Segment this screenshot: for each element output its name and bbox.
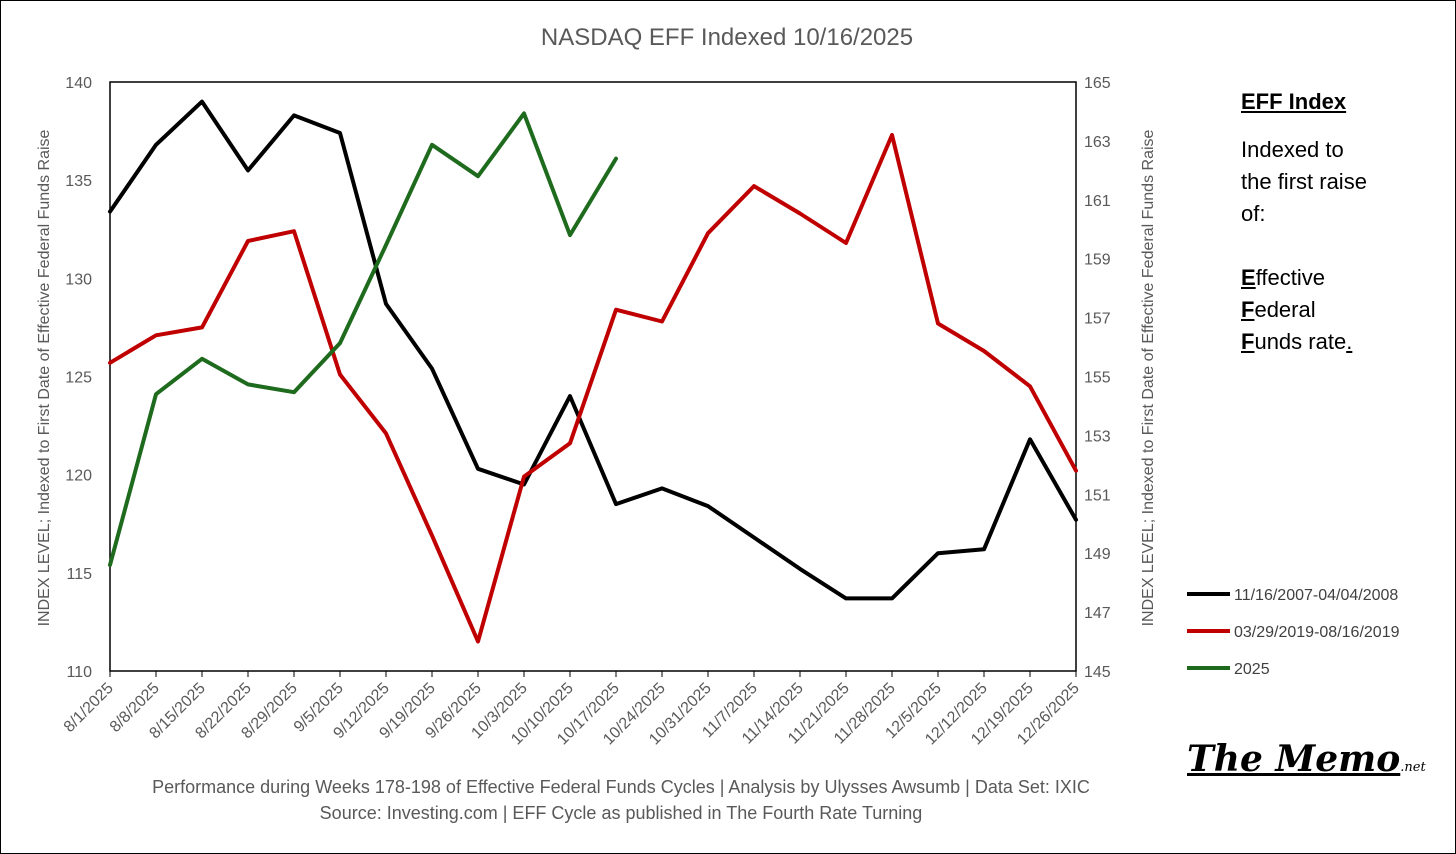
right-tick-label: 145 bbox=[1084, 664, 1111, 681]
left-tick-label: 130 bbox=[65, 271, 92, 288]
brand-suffix: .net bbox=[1400, 760, 1426, 775]
side-note-line-2: the first raise bbox=[1241, 169, 1367, 194]
side-note-heading: EFF Index bbox=[1241, 89, 1347, 114]
right-tick-label: 151 bbox=[1084, 487, 1111, 504]
right-tick-label: 163 bbox=[1084, 134, 1111, 151]
left-axis-ticks: 110 115 120 125 130 135 140 bbox=[65, 75, 92, 681]
right-tick-label: 149 bbox=[1084, 546, 1111, 563]
side-note-line-1: Indexed to bbox=[1241, 137, 1344, 162]
right-axis-ticks: 145 147 149 151 153 155 157 159 161 163 165 bbox=[1084, 75, 1111, 681]
legend-label: 11/16/2007-04/04/2008 bbox=[1234, 587, 1398, 604]
legend-label: 03/29/2019-08/16/2019 bbox=[1234, 624, 1400, 641]
left-tick-label: 120 bbox=[65, 468, 92, 485]
left-tick-label: 125 bbox=[65, 370, 92, 387]
brand-logo: The Memo.net bbox=[1187, 738, 1426, 780]
right-tick-label: 155 bbox=[1084, 370, 1111, 387]
legend-label: 2025 bbox=[1234, 661, 1270, 678]
series-line-3 bbox=[108, 111, 618, 567]
x-tick-label: 8/1/2025 bbox=[61, 680, 117, 736]
x-axis-ticks: 8/1/20258/8/20258/15/20258/22/20258/29/2… bbox=[61, 671, 1083, 748]
right-tick-label: 165 bbox=[1084, 75, 1111, 92]
footer-line-1: Performance during Weeks 178-198 of Effe… bbox=[152, 777, 1090, 797]
right-tick-label: 147 bbox=[1084, 605, 1111, 622]
side-note-funds: Funds rate. bbox=[1241, 329, 1353, 354]
left-tick-label: 135 bbox=[65, 173, 92, 190]
plot-area bbox=[109, 81, 1077, 672]
side-note-federal: Federal bbox=[1241, 297, 1316, 322]
side-note-effective: Effective bbox=[1241, 265, 1325, 290]
side-note-line-3: of: bbox=[1241, 201, 1266, 226]
right-axis-title: INDEX LEVEL; Indexed to First Date of Ef… bbox=[1140, 129, 1157, 626]
right-tick-label: 157 bbox=[1084, 311, 1111, 328]
right-tick-label: 153 bbox=[1084, 428, 1111, 445]
right-tick-label: 159 bbox=[1084, 252, 1111, 269]
series-line-2 bbox=[108, 133, 1078, 644]
right-tick-label: 161 bbox=[1084, 193, 1111, 210]
side-note: EFF Index Indexed to the first raise of:… bbox=[1241, 86, 1441, 358]
brand-name: The Memo bbox=[1187, 738, 1401, 780]
chart-title: NASDAQ EFF Indexed 10/16/2025 bbox=[541, 24, 913, 51]
series-line-1 bbox=[108, 99, 1078, 601]
left-axis-title: INDEX LEVEL; Indexed to First Date of Ef… bbox=[36, 129, 53, 626]
legend: 11/16/2007-04/04/2008 03/29/2019-08/16/20… bbox=[1187, 587, 1400, 678]
series-lines bbox=[108, 99, 1078, 644]
left-tick-label: 110 bbox=[66, 664, 92, 681]
footer-line-2: Source: Investing.com | EFF Cycle as pub… bbox=[320, 803, 923, 823]
left-tick-label: 115 bbox=[66, 566, 92, 583]
left-tick-label: 140 bbox=[65, 75, 92, 92]
